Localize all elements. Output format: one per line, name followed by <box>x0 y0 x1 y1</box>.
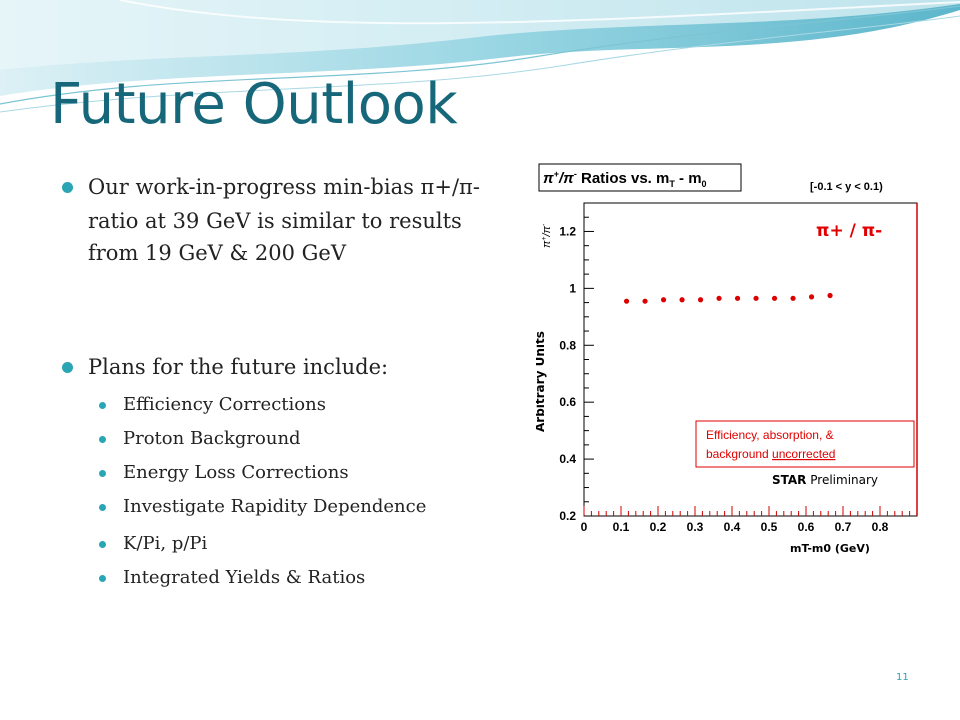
sub-item-label: Integrated Yields & Ratios <box>123 567 366 588</box>
bullet-line: Our work-in-progress min-bias π+/π- <box>88 175 480 199</box>
sub-item-label: Efficiency Corrections <box>123 394 326 415</box>
x-tick-label: 0.1 <box>613 520 630 534</box>
data-point <box>808 294 815 300</box>
data-point <box>827 292 833 299</box>
data-point <box>679 297 685 303</box>
y-axis-label: Arbitrary Units <box>536 331 547 432</box>
y-tick-label: 0.6 <box>559 395 576 409</box>
sub-bullet-dot-icon <box>99 504 106 511</box>
x-tick-label: 0.7 <box>835 520 852 534</box>
chart-title-box <box>538 163 742 192</box>
y-tick-label: 1.2 <box>559 224 576 238</box>
note-box <box>695 420 915 468</box>
ratio-chart: π+/π- Ratios vs. mT - m0 [-0.1 < y < 0.1… <box>536 160 920 556</box>
chart-background <box>536 160 920 556</box>
data-point <box>790 295 796 301</box>
sub-bullet-dot-icon <box>99 402 106 409</box>
sub-item-label: K/Pi, p/Pi <box>123 533 208 554</box>
slide-title: Future Outlook <box>50 72 458 137</box>
bullet-line: Plans for the future include: <box>88 355 389 379</box>
page-number: 11 <box>896 672 909 683</box>
axes: 0 0.1 0.2 0.3 0.4 0.5 0.6 0.7 0.8 0.2 0.4 0.6 0.8 1 1.… <box>559 202 918 534</box>
series-label: π+ / π- <box>816 221 882 241</box>
bullet-dot-icon <box>62 362 73 373</box>
data-point <box>716 295 722 301</box>
sub-item-label: Investigate Rapidity Dependence <box>123 496 427 517</box>
data-point <box>771 295 778 301</box>
y-tick-label: 1 <box>569 281 576 295</box>
sub-bullet-dot-icon <box>99 575 106 582</box>
bullet-line: from 19 GeV & 200 GeV <box>88 241 346 265</box>
note-line-1: Efficiency, absorption, & <box>706 428 834 442</box>
data-point <box>642 298 648 304</box>
note-line-2: background uncorrected <box>706 447 835 461</box>
x-tick-label: 0.4 <box>724 520 741 534</box>
x-tick-label: 0 <box>581 520 588 534</box>
sub-bullet-dot-icon <box>99 436 106 443</box>
rapidity-label: [-0.1 < y < 0.1) <box>810 181 883 193</box>
bullet-dot-icon <box>62 182 73 193</box>
data-point <box>660 297 667 303</box>
data-point <box>753 295 759 301</box>
x-tick-label: 0.3 <box>687 520 704 534</box>
y-axis-quantity-label: π+/π- <box>541 223 553 248</box>
x-tick-label: 0.5 <box>761 520 778 534</box>
x-tick-label: 0.8 <box>872 520 889 534</box>
sub-item-label: Energy Loss Corrections <box>123 462 349 483</box>
data-point <box>623 298 630 304</box>
data-point <box>697 297 704 303</box>
data-points <box>623 292 833 304</box>
x-axis-label: mT-m0 (GeV) <box>790 542 870 555</box>
sub-item-label: Proton Background <box>123 428 301 449</box>
y-tick-label: 0.2 <box>559 509 576 523</box>
sub-bullet-dot-icon <box>99 541 106 548</box>
bullet-line: ratio at 39 GeV is similar to results <box>88 209 462 233</box>
y-tick-label: 0.8 <box>559 338 576 352</box>
x-tick-label: 0.6 <box>798 520 815 534</box>
x-tick-label: 0.2 <box>650 520 667 534</box>
y-tick-label: 0.4 <box>559 452 576 466</box>
chart-title: π+/π- Ratios vs. mT - m0 <box>543 169 707 189</box>
sub-bullet-dot-icon <box>99 470 106 477</box>
preliminary-label: STAR Preliminary <box>772 473 878 487</box>
data-point <box>734 295 741 301</box>
